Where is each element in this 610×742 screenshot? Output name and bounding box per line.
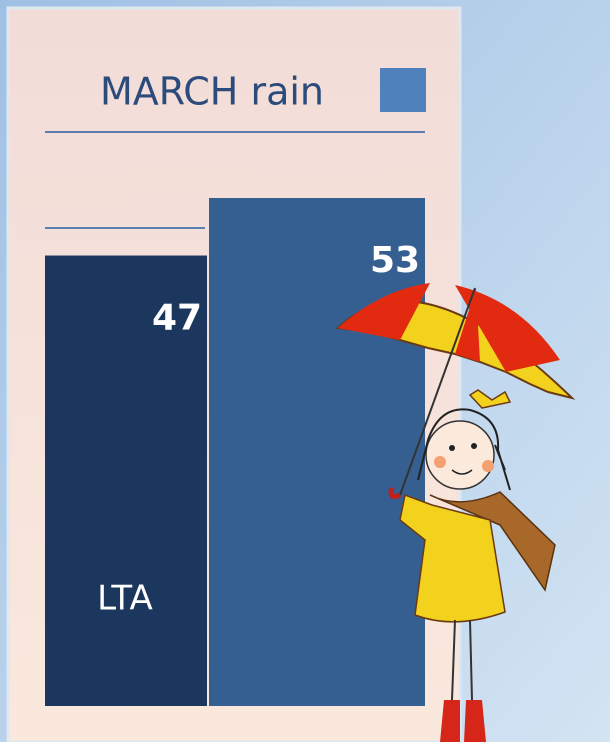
value-label: 53: [370, 240, 420, 281]
chart: MARCH rain 47 LTA 53: [0, 0, 610, 742]
legend-swatch: [380, 68, 426, 112]
page: {"chart_data": {"type": "bar", "title": …: [0, 0, 610, 742]
value-label: 47: [152, 298, 202, 339]
category-label: LTA: [97, 579, 153, 619]
chart-title: MARCH rain: [100, 70, 324, 114]
bars: 47 LTA 53: [45, 198, 425, 706]
